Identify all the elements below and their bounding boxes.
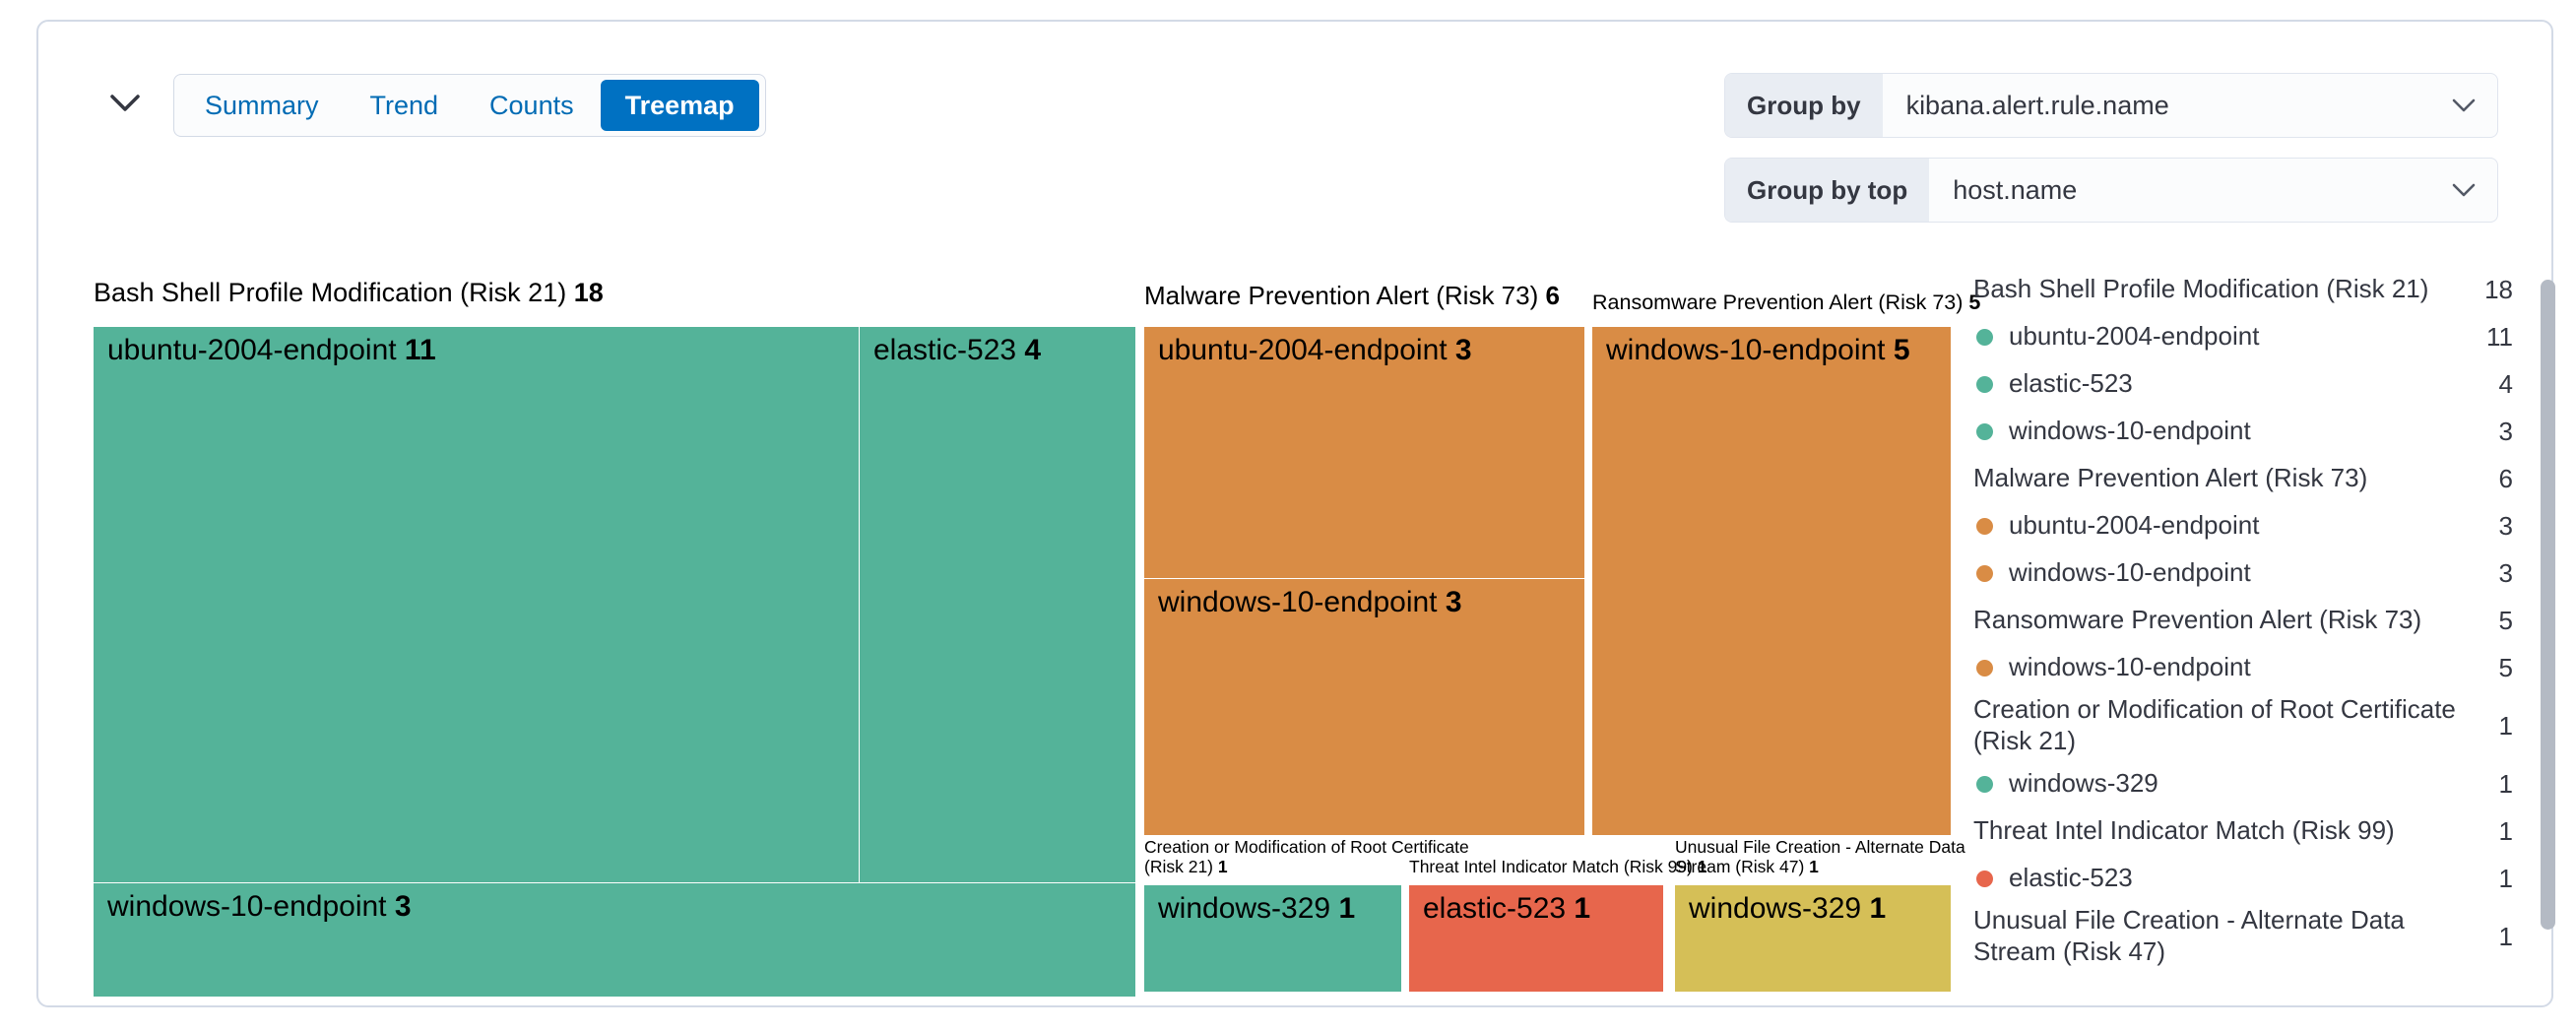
group-by-top-control[interactable]: Group by top host.name	[1724, 158, 2498, 223]
tab-treemap[interactable]: Treemap	[600, 80, 759, 131]
legend-label: ubuntu-2004-endpoint	[2009, 510, 2260, 541]
group-by-label: Group by	[1725, 74, 1883, 137]
treemap-cell[interactable]: ubuntu-2004-endpoint 11	[93, 326, 860, 883]
legend-host-item[interactable]: elastic-523 4	[1973, 360, 2513, 408]
legend-count: 1	[2498, 815, 2513, 846]
treemap-group-header: Creation or Modification of Root Certifi…	[1144, 837, 1469, 876]
legend-count: 11	[2486, 321, 2513, 352]
treemap-cell-label: windows-329 1	[1158, 892, 1356, 925]
treemap-cell[interactable]: ubuntu-2004-endpoint 3	[1143, 326, 1585, 579]
legend-count: 1	[2498, 710, 2513, 741]
treemap-cell-label: elastic-523 1	[1423, 892, 1591, 925]
legend-rule-item[interactable]: Bash Shell Profile Modification (Risk 21…	[1973, 266, 2513, 313]
legend-host-item[interactable]: windows-10-endpoint 3	[1973, 408, 2513, 455]
treemap-cell-label: windows-329 1	[1689, 892, 1887, 925]
legend-color-dot-icon	[1976, 659, 1993, 677]
group-by-control[interactable]: Group by kibana.alert.rule.name	[1724, 73, 2498, 138]
chevron-down-icon[interactable]	[2452, 159, 2497, 222]
treemap-cell[interactable]: windows-10-endpoint 3	[1143, 578, 1585, 836]
treemap-cell-label: ubuntu-2004-endpoint 11	[107, 334, 436, 366]
treemap-cell-label: windows-10-endpoint 3	[1158, 586, 1462, 618]
legend-host-item[interactable]: windows-329 1	[1973, 760, 2513, 807]
legend-count: 6	[2498, 463, 2513, 493]
treemap-group-header: Malware Prevention Alert (Risk 73) 6	[1144, 281, 1560, 310]
legend-count: 1	[2498, 921, 2513, 951]
treemap-cell-label: elastic-523 4	[873, 334, 1042, 366]
treemap-legend: Bash Shell Profile Modification (Risk 21…	[1973, 266, 2513, 971]
legend-label: Ransomware Prevention Alert (Risk 73)	[1973, 605, 2422, 635]
legend-rule-item[interactable]: Malware Prevention Alert (Risk 73) 6	[1973, 455, 2513, 502]
tab-summary[interactable]: Summary	[180, 80, 344, 131]
legend-host-item[interactable]: windows-10-endpoint 3	[1973, 549, 2513, 597]
legend-color-dot-icon	[1976, 422, 1993, 440]
treemap-cell-label: ubuntu-2004-endpoint 3	[1158, 334, 1472, 366]
legend-label: windows-10-endpoint	[2009, 652, 2251, 682]
legend-label: windows-10-endpoint	[2009, 557, 2251, 588]
legend-rule-item[interactable]: Threat Intel Indicator Match (Risk 99) 1	[1973, 807, 2513, 855]
legend-color-dot-icon	[1976, 328, 1993, 346]
treemap-cell-label: windows-10-endpoint 3	[107, 890, 412, 923]
treemap-group-header: Bash Shell Profile Modification (Risk 21…	[94, 278, 604, 307]
legend-count: 3	[2498, 510, 2513, 541]
treemap-cell[interactable]: elastic-523 1	[1408, 884, 1664, 993]
legend-label: Malware Prevention Alert (Risk 73)	[1973, 463, 2368, 493]
treemap-group-header: Ransomware Prevention Alert (Risk 73) 5	[1592, 290, 1981, 314]
legend-host-item[interactable]: windows-10-endpoint 5	[1973, 644, 2513, 691]
legend-count: 5	[2498, 652, 2513, 682]
view-tab-group: Summary Trend Counts Treemap	[173, 74, 766, 137]
chevron-down-icon	[109, 94, 141, 116]
legend-rule-item[interactable]: Creation or Modification of Root Certifi…	[1973, 691, 2513, 760]
legend-count: 1	[2498, 863, 2513, 893]
legend-label: windows-329	[2009, 768, 2158, 799]
collapse-panel-button[interactable]	[103, 83, 147, 126]
treemap-cell[interactable]: windows-329 1	[1143, 884, 1402, 993]
legend-label: windows-10-endpoint	[2009, 416, 2251, 446]
legend-label: elastic-523	[2009, 863, 2133, 893]
legend-rule-item[interactable]: Unusual File Creation - Alternate Data S…	[1973, 902, 2513, 971]
legend-color-dot-icon	[1976, 775, 1993, 793]
legend-count: 4	[2498, 368, 2513, 399]
treemap-group-header: Unusual File Creation - Alternate Data St…	[1675, 837, 1965, 876]
legend-count: 5	[2498, 605, 2513, 635]
treemap-cell[interactable]: elastic-523 4	[859, 326, 1136, 883]
treemap-cell[interactable]: windows-10-endpoint 5	[1591, 326, 1952, 836]
legend-label: elastic-523	[2009, 368, 2133, 399]
legend-host-item[interactable]: ubuntu-2004-endpoint 3	[1973, 502, 2513, 549]
legend-label: Unusual File Creation - Alternate Data S…	[1973, 905, 2405, 966]
legend-scrollbar[interactable]	[2541, 280, 2555, 930]
treemap-group-header: Threat Intel Indicator Match (Risk 99) 1	[1409, 857, 1707, 876]
tab-trend[interactable]: Trend	[346, 80, 464, 131]
legend-label: Threat Intel Indicator Match (Risk 99)	[1973, 815, 2395, 846]
group-by-top-value[interactable]: host.name	[1953, 174, 2078, 205]
legend-color-dot-icon	[1976, 564, 1993, 582]
tab-counts[interactable]: Counts	[465, 80, 599, 131]
group-by-value[interactable]: kibana.alert.rule.name	[1905, 90, 2169, 120]
legend-count: 3	[2498, 416, 2513, 446]
alerts-panel: Summary Trend Counts Treemap Group by kiban…	[36, 20, 2555, 1007]
legend-count: 3	[2498, 557, 2513, 588]
treemap-cell[interactable]: windows-10-endpoint 3	[93, 882, 1136, 998]
legend-host-item[interactable]: ubuntu-2004-endpoint 11	[1973, 313, 2513, 360]
legend-count: 1	[2498, 768, 2513, 799]
legend-color-dot-icon	[1976, 517, 1993, 535]
legend-count: 18	[2484, 274, 2513, 304]
legend-label: ubuntu-2004-endpoint	[2009, 321, 2260, 352]
treemap-cell[interactable]: windows-329 1	[1674, 884, 1952, 993]
group-by-top-label: Group by top	[1725, 159, 1930, 222]
legend-rule-item[interactable]: Ransomware Prevention Alert (Risk 73) 5	[1973, 597, 2513, 644]
legend-label: Creation or Modification of Root Certifi…	[1973, 694, 2456, 755]
legend-host-item[interactable]: elastic-523 1	[1973, 855, 2513, 902]
chevron-down-icon[interactable]	[2452, 74, 2497, 137]
legend-color-dot-icon	[1976, 870, 1993, 887]
legend-color-dot-icon	[1976, 375, 1993, 393]
treemap-cell-label: windows-10-endpoint 5	[1606, 334, 1910, 366]
legend-label: Bash Shell Profile Modification (Risk 21…	[1973, 274, 2429, 304]
